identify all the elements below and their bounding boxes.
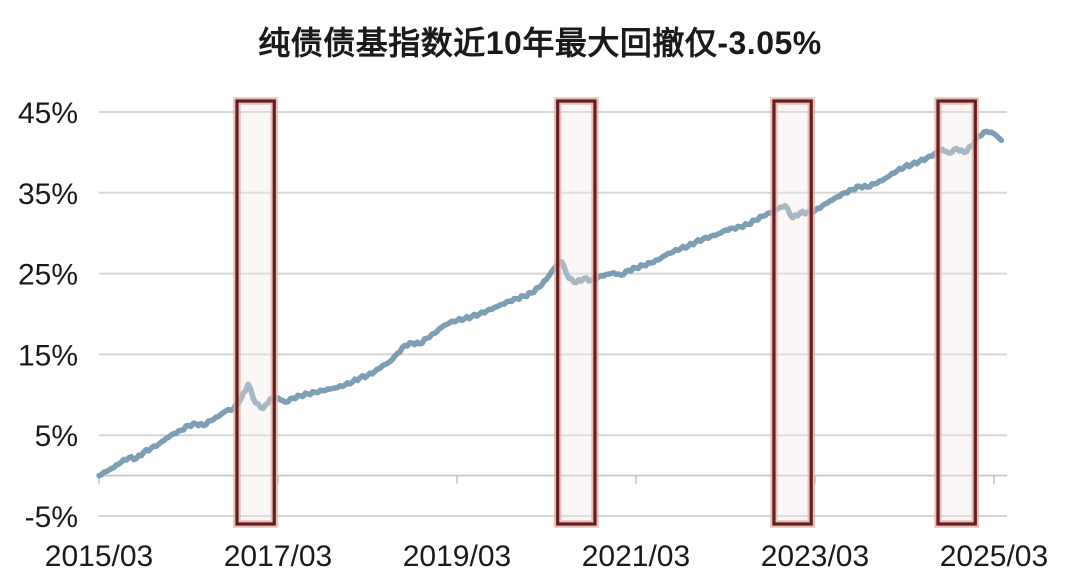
x-axis-label: 2019/03 xyxy=(403,540,511,573)
drawdown-box-glow xyxy=(233,97,279,528)
x-axis-label: 2023/03 xyxy=(761,540,869,573)
drawdown-box xyxy=(235,99,276,526)
y-axis-label: 5% xyxy=(35,420,78,453)
drawdown-box xyxy=(556,99,597,526)
drawdown-box xyxy=(772,99,813,526)
y-axis-label: 35% xyxy=(18,178,78,211)
x-axis-label: 2021/03 xyxy=(582,540,690,573)
y-axis-label: 15% xyxy=(18,339,78,372)
drawdown-box-glow xyxy=(770,97,815,528)
drawdown-box-glow xyxy=(553,97,599,528)
x-axis-label: 2025/03 xyxy=(940,540,1048,573)
y-axis-label: -5% xyxy=(25,501,78,534)
y-axis-label: 25% xyxy=(18,259,78,292)
drawdown-box-glow xyxy=(934,97,980,528)
index-line xyxy=(96,128,1005,479)
x-axis-label: 2015/03 xyxy=(45,540,153,573)
y-axis-label: 45% xyxy=(18,97,78,130)
chart-title: 纯债债基指数近10年最大回撤仅-3.05% xyxy=(258,25,822,61)
x-axis-label: 2017/03 xyxy=(224,540,332,573)
drawdown-box xyxy=(936,99,977,526)
